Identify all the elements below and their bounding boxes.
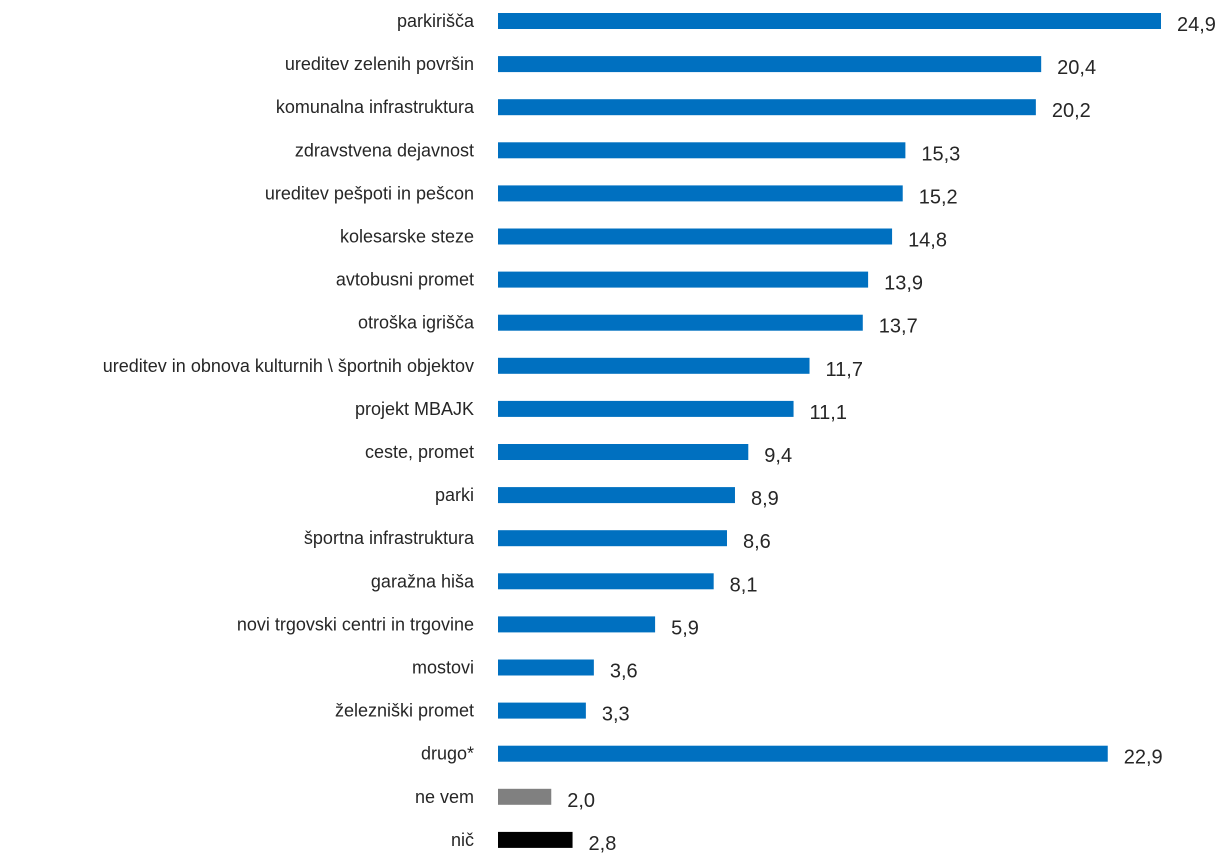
value-label: 11,1	[810, 402, 847, 424]
bar	[498, 271, 869, 288]
value-label: 14,8	[908, 230, 947, 252]
bar	[498, 530, 727, 547]
category-label: avtobusni promet	[336, 270, 474, 290]
bar	[498, 99, 1036, 116]
value-label: 13,9	[884, 273, 923, 295]
bar	[498, 228, 893, 245]
value-label: 2,8	[589, 833, 617, 855]
value-label: 24,9	[1177, 14, 1216, 36]
category-label: parkirišča	[397, 11, 475, 31]
value-label: 11,7	[826, 359, 863, 381]
category-labels: parkirišča ureditev zelenih površin komuna…	[103, 11, 475, 850]
bar	[498, 745, 1108, 762]
value-label: 9,4	[764, 445, 792, 467]
value-label: 8,1	[730, 574, 758, 596]
bar	[498, 788, 552, 805]
value-label: 20,2	[1052, 100, 1091, 122]
category-label: parki	[435, 485, 474, 505]
category-label: ne vem	[415, 787, 474, 807]
value-label: 5,9	[671, 617, 699, 639]
bar	[498, 659, 594, 676]
category-label: garažna hiša	[371, 571, 475, 591]
category-label: projekt MBAJK	[355, 399, 474, 419]
category-label: novi trgovski centri in trgovine	[237, 614, 474, 634]
bar	[498, 702, 586, 719]
value-label: 8,9	[751, 488, 779, 510]
category-label: nič	[451, 830, 474, 850]
value-label: 20,4	[1057, 57, 1096, 79]
bar	[498, 444, 749, 460]
bar	[498, 573, 714, 590]
category-label: ureditev in obnova kulturnih \ športnih …	[103, 356, 474, 376]
bar	[498, 831, 573, 848]
bar	[498, 185, 903, 202]
category-label: mostovi	[412, 658, 474, 678]
bar	[498, 357, 810, 374]
value-label: 8,6	[743, 531, 771, 553]
category-label: kolesarske steze	[340, 227, 474, 247]
bar	[498, 487, 735, 504]
bars	[498, 13, 1161, 848]
value-labels: 24,9 20,4 20,2 15,3 15,2 14,8 13,9 13,7 11,7 11,1…	[567, 14, 1216, 855]
value-label: 2,0	[567, 790, 595, 812]
category-label: otroška igrišča	[358, 313, 475, 333]
value-label: 15,2	[919, 186, 958, 208]
value-label: 3,3	[602, 704, 630, 726]
category-label: komunalna infrastruktura	[276, 97, 475, 117]
category-label: drugo*	[421, 744, 474, 764]
category-label: ureditev pešpoti in pešcon	[265, 183, 474, 203]
value-label: 22,9	[1124, 747, 1163, 769]
bar	[498, 400, 794, 417]
value-label: 3,6	[610, 661, 638, 683]
category-label: ureditev zelenih površin	[285, 54, 474, 74]
category-label: ceste, promet	[365, 442, 474, 462]
bar	[498, 314, 863, 331]
bar	[498, 616, 656, 633]
category-label: športna infrastruktura	[304, 528, 475, 548]
bar	[498, 13, 1161, 29]
value-label: 13,7	[879, 316, 918, 338]
bar	[498, 142, 906, 159]
value-label: 15,3	[921, 143, 960, 165]
bar	[498, 56, 1042, 73]
category-label: železniški promet	[335, 701, 474, 721]
category-label: zdravstvena dejavnost	[295, 140, 474, 160]
